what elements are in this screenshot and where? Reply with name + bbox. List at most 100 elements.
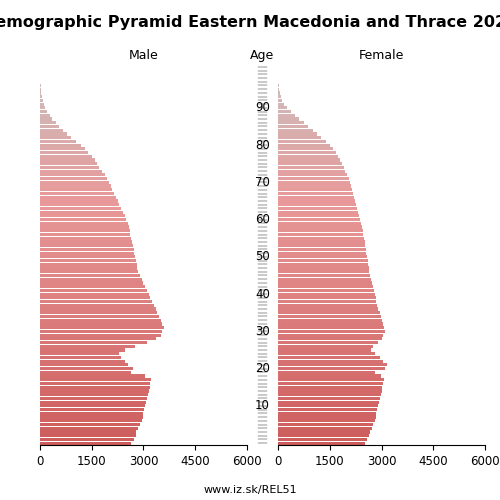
Bar [40, 222, 128, 225]
Bar [40, 344, 135, 348]
Bar [278, 397, 380, 400]
Bar [40, 330, 162, 333]
Bar [278, 382, 383, 385]
Bar [40, 393, 148, 396]
Bar [278, 128, 312, 132]
Bar [40, 166, 100, 169]
Bar [40, 233, 130, 236]
Bar [40, 270, 138, 274]
Bar [40, 289, 147, 292]
Bar [40, 308, 156, 310]
Bar [40, 434, 136, 438]
Text: 60: 60 [255, 213, 270, 226]
Bar [40, 170, 102, 173]
Bar [278, 218, 360, 221]
Bar [40, 374, 145, 378]
Bar [278, 341, 378, 344]
Bar [40, 92, 42, 94]
Bar [278, 412, 376, 415]
Bar [278, 114, 295, 117]
Bar [278, 278, 371, 281]
Bar [278, 210, 358, 214]
Bar [40, 348, 124, 352]
Bar [278, 207, 357, 210]
Bar [278, 177, 348, 180]
Bar [278, 188, 352, 192]
Bar [278, 337, 382, 340]
Bar [278, 200, 355, 202]
Bar [278, 88, 279, 91]
Bar [278, 203, 356, 206]
Bar [40, 390, 148, 392]
Bar [40, 102, 43, 106]
Bar [278, 188, 352, 192]
Bar [278, 322, 383, 326]
Bar [278, 174, 347, 176]
Bar [40, 378, 151, 382]
Bar [40, 282, 144, 284]
Bar [40, 110, 47, 113]
Bar [40, 285, 145, 288]
Bar [278, 92, 280, 94]
Bar [40, 240, 132, 244]
Bar [278, 207, 357, 210]
Bar [278, 397, 380, 400]
Bar [40, 304, 154, 307]
Bar [40, 367, 133, 370]
Bar [278, 170, 345, 173]
Bar [278, 318, 382, 322]
Bar [278, 430, 370, 434]
Bar [278, 348, 371, 352]
Bar [40, 207, 121, 210]
Bar [278, 147, 333, 150]
Bar [40, 292, 148, 296]
Bar [278, 151, 336, 154]
Bar [40, 200, 117, 202]
Bar [40, 226, 129, 228]
Bar [40, 270, 138, 274]
Bar [40, 412, 144, 415]
Bar [278, 259, 368, 262]
Bar [278, 174, 347, 176]
Bar [40, 95, 42, 98]
Bar [278, 292, 374, 296]
Bar [278, 102, 284, 106]
Bar [278, 412, 376, 415]
Bar [278, 356, 380, 359]
Bar [40, 136, 71, 139]
Bar [40, 364, 128, 366]
Text: 40: 40 [255, 288, 270, 300]
Bar [278, 252, 366, 254]
Bar [40, 352, 119, 356]
Bar [40, 236, 132, 240]
Bar [40, 430, 136, 434]
Bar [278, 92, 280, 94]
Bar [40, 262, 136, 266]
Bar [278, 154, 338, 158]
Bar [40, 174, 105, 176]
Bar [278, 315, 381, 318]
Bar [40, 125, 60, 128]
Bar [40, 285, 145, 288]
Bar [40, 136, 71, 139]
Bar [40, 88, 41, 91]
Bar [40, 162, 97, 166]
Bar [40, 102, 43, 106]
Bar [278, 300, 376, 303]
Bar [278, 274, 370, 277]
Bar [278, 374, 381, 378]
Bar [40, 300, 152, 303]
Bar [40, 430, 136, 434]
Bar [278, 181, 350, 184]
Bar [278, 218, 360, 221]
Bar [40, 419, 142, 422]
Bar [40, 132, 67, 136]
Bar [278, 344, 373, 348]
Bar [278, 248, 366, 251]
Bar [40, 382, 150, 385]
Bar [278, 118, 299, 120]
Bar [40, 222, 128, 225]
Bar [40, 196, 116, 199]
Bar [40, 95, 42, 98]
Bar [278, 408, 377, 411]
